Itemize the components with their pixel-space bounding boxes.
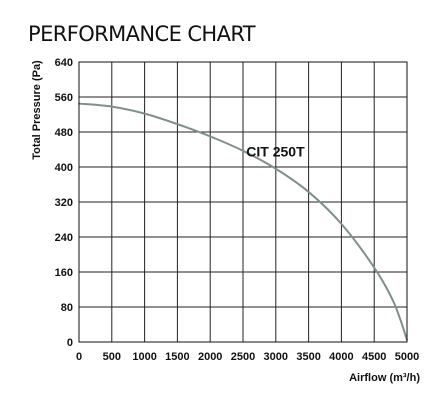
x-tick-label: 0 xyxy=(76,351,82,363)
y-tick-label: 80 xyxy=(61,302,73,314)
grid-lines xyxy=(78,61,408,343)
x-tick-label: 2000 xyxy=(198,351,222,363)
y-tick-label: 640 xyxy=(55,57,73,69)
series-line xyxy=(78,102,408,341)
x-tick-label: 4500 xyxy=(362,351,386,363)
y-tick-label: 560 xyxy=(55,92,73,104)
x-tick-label: 1500 xyxy=(165,351,189,363)
x-tick-label: 3500 xyxy=(296,351,320,363)
x-tick-label: 500 xyxy=(103,351,121,363)
y-tick-label: 400 xyxy=(55,162,73,174)
y-tick-label: 240 xyxy=(55,232,73,244)
y-tick-label: 320 xyxy=(55,197,73,209)
y-tick-label: 160 xyxy=(55,267,73,279)
x-tick-label: 4000 xyxy=(329,351,353,363)
x-tick-label: 2500 xyxy=(231,351,255,363)
x-axis-label: Airflow (m³/h) xyxy=(349,372,420,384)
curve-layer xyxy=(78,102,408,341)
y-tick-label: 0 xyxy=(67,337,73,349)
y-tick-label: 480 xyxy=(55,127,73,139)
plot-frame xyxy=(78,61,408,343)
y-tick-labels: 0 80 160 240 320 400 480 560 640 xyxy=(55,57,73,349)
curve-annotation: CIT 250T xyxy=(246,144,305,160)
y-axis-label: Total Pressure (Pa) xyxy=(31,60,43,160)
x-tick-labels: 0 500 1000 1500 2000 2500 3000 3500 4000 4500 5000 xyxy=(76,351,419,363)
chart-title: PERFORMANCE CHART xyxy=(28,22,256,46)
x-tick-label: 3000 xyxy=(264,351,288,363)
x-tick-label: 1000 xyxy=(132,351,156,363)
x-tick-label: 5000 xyxy=(395,351,419,363)
